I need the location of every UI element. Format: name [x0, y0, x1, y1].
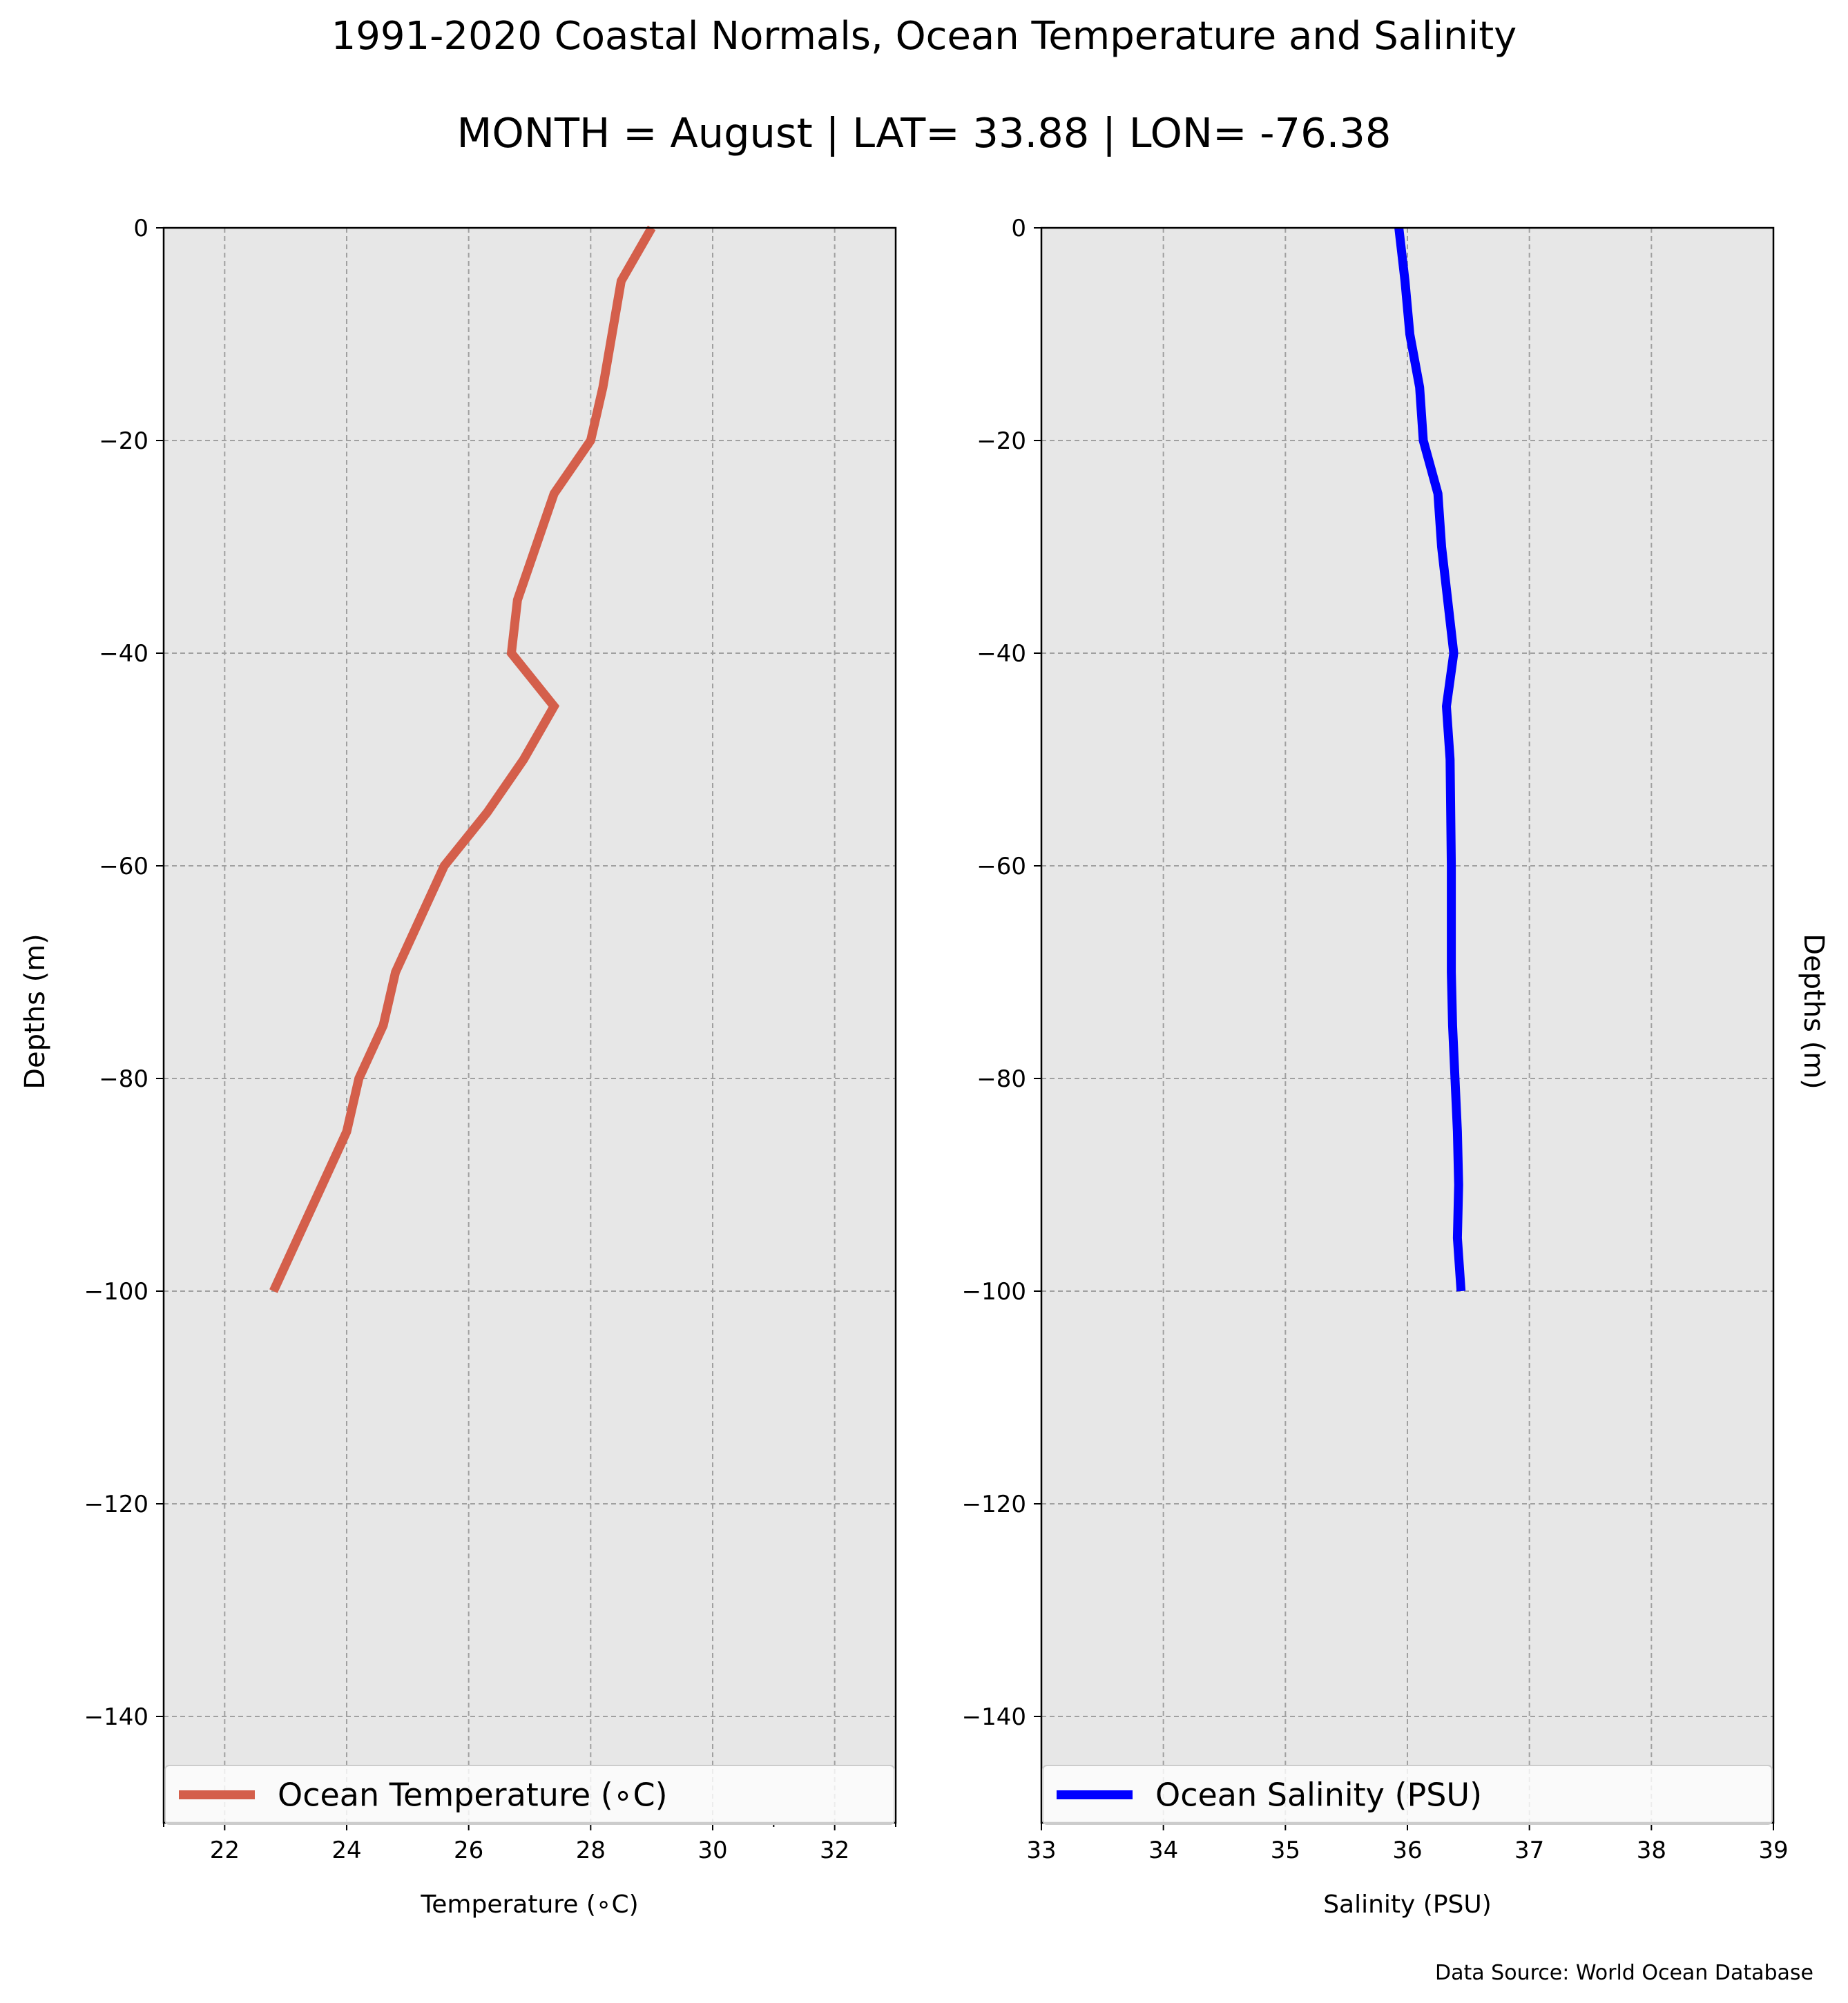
temperature-x-axis-label: Temperature (∘C)	[420, 1890, 638, 1919]
salinity-y-tick-label: −40	[976, 640, 1026, 668]
temperature-y-tick-label: −140	[84, 1703, 148, 1731]
temperature-x-tick-label: 26	[454, 1837, 483, 1864]
salinity-y-tick-label: 0	[1011, 215, 1026, 242]
temperature-x-tick-label: 30	[697, 1837, 727, 1864]
temperature-legend-box	[164, 1765, 895, 1825]
right-y-axis-label: Depths (m)	[1798, 933, 1829, 1090]
salinity-x-tick-label: 38	[1637, 1837, 1666, 1864]
chart-title: 1991-2020 Coastal Normals, Ocean Tempera…	[331, 14, 1517, 59]
salinity-x-tick-label: 37	[1514, 1837, 1544, 1864]
salinity-y-tick-label: −20	[976, 427, 1026, 455]
salinity-y-tick-label: −100	[962, 1278, 1026, 1306]
data-source-note: Data Source: World Ocean Database	[1435, 1961, 1813, 1985]
temperature-panel: 22 24 26 28 30 32 0 −20 −40 −60 −80 −100 −120 −140 Tem…	[19, 215, 897, 1919]
temperature-x-tick-label: 32	[820, 1837, 849, 1864]
temperature-series-line	[269, 225, 656, 1293]
temperature-y-tick-label: −120	[84, 1491, 148, 1518]
temperature-y-tick-label: −20	[99, 427, 148, 455]
temperature-legend: Ocean Temperature (∘C)	[164, 1765, 895, 1825]
salinity-y-tick-label: −140	[962, 1703, 1026, 1731]
salinity-legend-label: Ocean Salinity (PSU)	[1155, 1777, 1482, 1814]
temperature-y-tick-label: 0	[133, 215, 148, 242]
temperature-plot-area	[164, 228, 896, 1823]
temperature-y-tick-label: −40	[99, 640, 148, 668]
temperature-y-tick-label: −80	[99, 1065, 148, 1093]
salinity-x-tick-label: 35	[1271, 1837, 1300, 1864]
salinity-legend-box	[1042, 1765, 1773, 1825]
temperature-x-tick-label: 28	[576, 1837, 606, 1864]
salinity-legend: Ocean Salinity (PSU)	[1042, 1765, 1773, 1825]
temperature-y-axis-label: Depths (m)	[19, 933, 51, 1090]
temperature-y-tick-label: −60	[99, 853, 148, 880]
salinity-x-axis-label: Salinity (PSU)	[1323, 1890, 1492, 1919]
salinity-x-tick-label: 33	[1026, 1837, 1056, 1864]
salinity-y-tick-label: −120	[962, 1491, 1026, 1518]
temperature-x-tick-label: 24	[331, 1837, 361, 1864]
chart-subtitle: MONTH = August | LAT= 33.88 | LON= -76.3…	[456, 109, 1392, 157]
temperature-legend-label: Ocean Temperature (∘C)	[278, 1777, 668, 1814]
salinity-y-tick-label: −60	[976, 853, 1026, 880]
salinity-y-tick-label: −80	[976, 1065, 1026, 1093]
salinity-x-tick-label: 36	[1392, 1837, 1422, 1864]
salinity-x-tick-label: 39	[1758, 1837, 1788, 1864]
temperature-y-tick-label: −100	[84, 1278, 148, 1306]
temperature-x-tick-label: 22	[210, 1837, 240, 1864]
salinity-x-tick-label: 34	[1148, 1837, 1178, 1864]
salinity-series-line	[1394, 227, 1466, 1292]
salinity-panel: 33 34 35 36 37 38 39 0 −20 −40 −60 −80 −100 −120 −140 S…	[962, 215, 1789, 1919]
